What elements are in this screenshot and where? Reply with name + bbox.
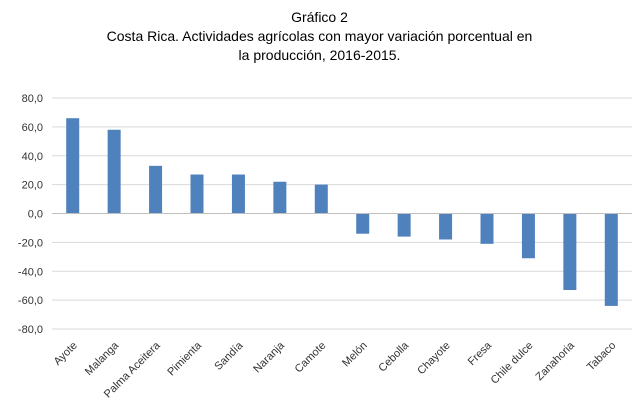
y-tick-label: 80,0 (22, 93, 43, 105)
bar-fresa (480, 213, 494, 244)
bar-cebolla (397, 213, 411, 237)
x-category-label: Camote (293, 340, 329, 376)
bar-tabaco (604, 213, 618, 306)
y-tick-label: -20,0 (18, 237, 43, 249)
chart-title: Gráfico 2 Costa Rica. Actividades agríco… (0, 8, 639, 65)
x-category-label: Malanga (83, 339, 122, 378)
bar-naranja (273, 181, 287, 214)
bar-sandía (231, 174, 245, 214)
bar-chile-dulce (521, 213, 535, 259)
y-tick-label: 20,0 (22, 180, 43, 192)
bar-palma-aceitera (149, 165, 163, 214)
x-category-label: Zanahoria (533, 339, 577, 383)
x-category-label: Cebolla (376, 339, 411, 374)
chart-title-line-1: Gráfico 2 (291, 9, 348, 25)
y-tick-label: 0,0 (28, 209, 43, 221)
y-tick-label: 60,0 (22, 122, 43, 134)
bar-ayote (66, 118, 80, 214)
x-category-label: Melón (340, 340, 370, 370)
x-category-label: Ayote (52, 340, 80, 368)
bar-melón (356, 213, 370, 234)
x-category-label: Chile dulce (489, 340, 536, 387)
x-category-label: Tabaco (585, 340, 619, 374)
chart-title-line-2: Costa Rica. Actividades agrícolas con ma… (106, 28, 533, 44)
x-category-label: Pimienta (165, 339, 204, 378)
x-category-label: Sandía (212, 339, 246, 373)
y-tick-label: -40,0 (18, 266, 43, 278)
bar-zanahoria (563, 213, 577, 291)
chart-title-line-3: la producción, 2016-2015. (238, 47, 401, 63)
y-tick-label: 40,0 (22, 151, 43, 163)
x-category-label: Fresa (466, 339, 495, 368)
bar-pimienta (190, 174, 204, 214)
x-category-label: Chayote (415, 340, 452, 377)
bar-malanga (107, 129, 121, 214)
x-category-label: Naranja (251, 339, 287, 375)
bar-camote (314, 184, 328, 214)
y-tick-label: -60,0 (18, 295, 43, 307)
y-tick-label: -80,0 (18, 324, 43, 336)
bar-chayote (439, 213, 453, 240)
